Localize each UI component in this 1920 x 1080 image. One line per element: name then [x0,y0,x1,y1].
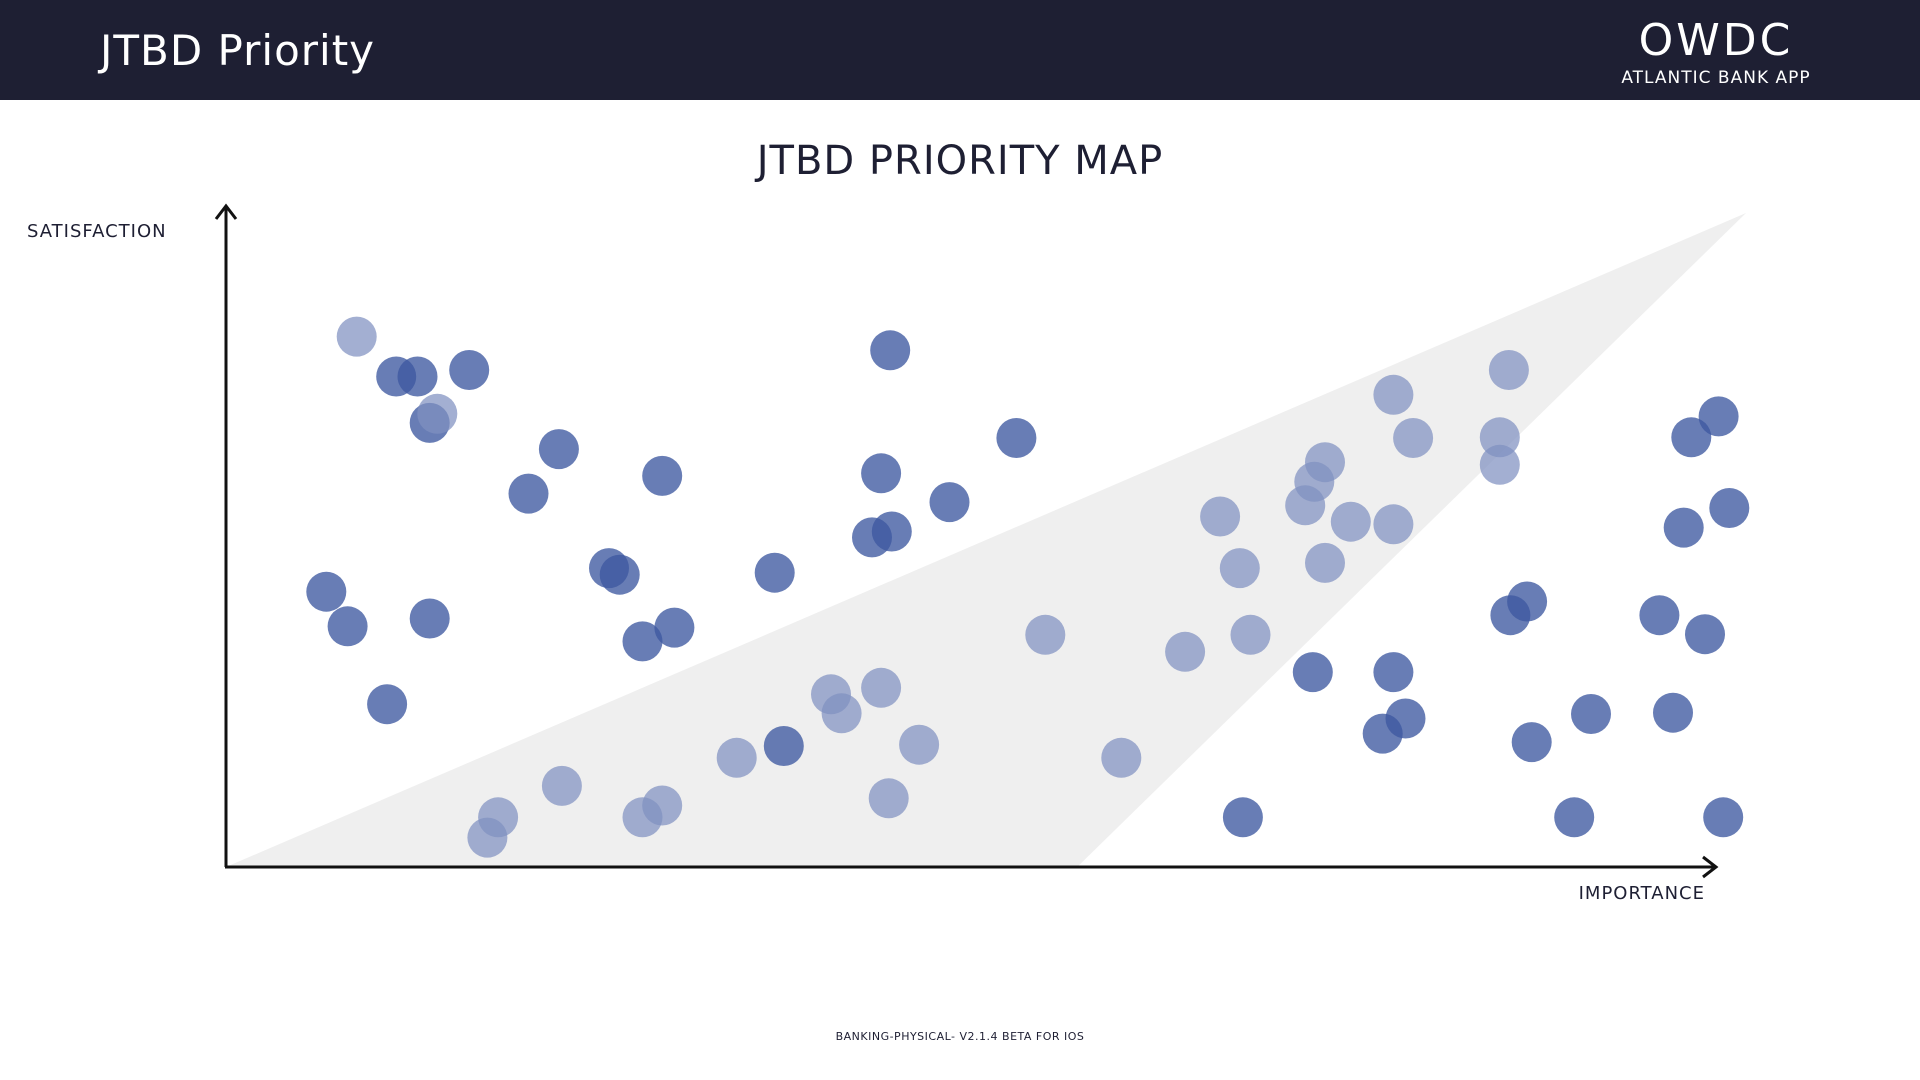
data-point-dark-37 [1671,417,1712,458]
data-point-dark-27 [1373,652,1414,693]
page-title: JTBD Priority [100,26,376,75]
data-point-dark-21 [871,511,912,552]
data-point-light-23 [1305,442,1345,483]
data-point-dark-10 [538,429,579,470]
data-point-dark-13 [622,621,663,662]
data-point-dark-28 [1385,698,1426,739]
data-point-light-14 [1025,614,1066,655]
data-point-dark-39 [1698,396,1739,437]
data-point-dark-31 [1511,722,1552,763]
data-point-dark-22 [929,482,970,523]
data-point-light-8 [716,737,757,778]
data-point-dark-40 [1703,797,1744,838]
data-point-light-1 [336,316,377,357]
y-axis-label: SATISFACTION [27,221,167,242]
data-point-dark-36 [1663,507,1704,548]
data-point-dark-5 [397,356,438,397]
data-point-dark-35 [1653,692,1693,733]
data-point-light-15 [1101,737,1142,778]
axes [214,203,1719,879]
data-point-dark-1 [306,571,347,612]
data-point-dark-8 [449,350,490,390]
data-point-dark-25 [1292,652,1333,693]
data-point-light-5 [541,765,582,806]
data-point-light-2 [417,393,458,434]
data-point-dark-23 [996,418,1037,458]
data-point-light-18 [1219,548,1260,589]
data-point-dark-15 [654,607,695,648]
data-point-dark-7 [409,598,450,639]
data-point-dark-14 [642,455,683,496]
data-point-dark-3 [367,684,408,725]
data-point-dark-16 [754,552,795,593]
data-point-light-25 [1373,504,1414,545]
data-point-light-19 [1230,614,1271,655]
data-point-light-30 [1488,350,1529,390]
data-point-dark-20 [870,330,911,371]
data-point-dark-32 [1554,797,1595,838]
data-point-light-24 [1330,501,1371,542]
data-point-light-13 [899,724,940,765]
data-point-dark-2 [327,606,368,647]
opportunity-zone [226,213,1746,867]
header-bar: JTBD Priority OWDC ATLANTIC BANK APP [0,0,1920,100]
data-point-dark-24 [1222,797,1263,838]
y-axis-arrow [214,203,238,220]
data-point-dark-41 [1709,488,1750,528]
brand-logo: OWDC [1638,15,1794,66]
data-point-light-17 [1200,496,1241,537]
data-point-dark-33 [1571,694,1611,734]
data-point-light-26 [1373,374,1414,415]
data-point-light-11 [861,667,902,708]
data-point-dark-19 [861,453,902,494]
data-point-light-12 [868,778,909,819]
data-point-light-29 [1479,417,1520,458]
footer-version: BANKING-PHYSICAL- V2.1.4 BETA FOR IOS [835,1030,1085,1043]
scatter-points [306,316,1750,858]
data-point-dark-17 [763,726,804,766]
chart-title: JTBD PRIORITY MAP [756,138,1164,184]
data-point-dark-9 [508,473,549,514]
data-point-light-7 [642,785,683,826]
data-point-light-4 [478,797,519,838]
data-point-dark-12 [599,554,640,595]
data-point-dark-34 [1639,595,1680,636]
data-point-light-28 [1479,444,1520,485]
x-axis-label: IMPORTANCE [1579,883,1705,904]
brand-subtitle: ATLANTIC BANK APP [1621,68,1811,88]
data-point-light-22 [1305,542,1345,583]
brand-block: OWDC ATLANTIC BANK APP [1596,14,1836,88]
data-point-light-27 [1393,418,1434,458]
x-axis-arrow [1702,855,1719,879]
data-point-light-10 [821,693,862,734]
data-point-dark-30 [1507,581,1548,622]
data-point-light-16 [1165,631,1206,672]
data-point-dark-38 [1685,614,1725,655]
